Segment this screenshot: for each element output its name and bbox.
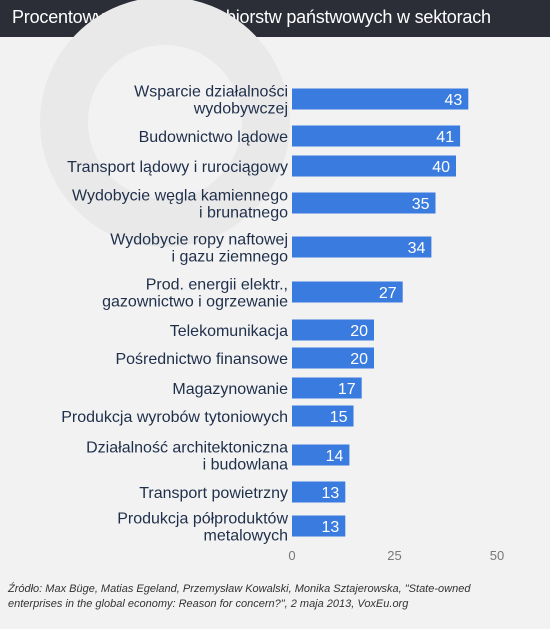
category-label-line: metalowych (204, 528, 288, 545)
category-label-line: i brunatnego (199, 205, 288, 222)
category-label: Pośrednictwo finansowe (115, 351, 288, 368)
category-label-line: Wsparcie działalności (134, 84, 288, 101)
bar-value-label: 43 (445, 92, 463, 109)
x-tick-label: 50 (490, 548, 504, 563)
bar-value-label: 20 (350, 351, 368, 368)
bar (292, 481, 346, 503)
bar-value-label: 35 (412, 196, 430, 213)
bar-value-label: 27 (379, 285, 397, 302)
bar-value-label: 13 (322, 485, 340, 502)
bar (292, 192, 436, 214)
category-label: Prod. energii elektr., gazownictwo i ogrz… (102, 277, 288, 311)
bar-value-label: 34 (408, 240, 426, 257)
bar (292, 155, 456, 177)
x-tick-label: 0 (288, 548, 295, 563)
category-label-line: i budowlana (203, 457, 289, 474)
category-label-line: gazownictwo i ogrzewanie (102, 294, 288, 311)
bar-value-label: 15 (330, 409, 348, 426)
category-label-line: Działalność architektoniczna (86, 440, 288, 457)
bar (292, 444, 350, 466)
x-tick-label: 25 (387, 548, 401, 563)
category-label: Budownictwo lądowe (139, 129, 289, 146)
bar-value-label: 41 (436, 129, 454, 146)
category-label-line: Telekomunikacja (170, 323, 288, 340)
category-label-line: wydobywczej (193, 101, 288, 118)
bar (292, 125, 461, 147)
category-label-line: Wydobycie węgla kamiennego (72, 188, 288, 205)
category-label: Magazynowanie (172, 381, 288, 398)
bar (292, 377, 362, 399)
category-label: Transport powietrzny (139, 485, 288, 502)
bar (292, 88, 469, 110)
category-label: Działalność architektoniczna i budowlana (86, 440, 288, 474)
source-line-2: enterprises in the global economy: Reaso… (8, 598, 409, 610)
category-label: Produkcja półproduktów metalowych (117, 511, 288, 545)
bar-value-label: 13 (322, 519, 340, 536)
bar (292, 319, 374, 341)
bar (292, 347, 374, 369)
category-label-line: Transport powietrzny (139, 485, 288, 502)
category-label: Wydobycie ropy naftowej i gazu ziemnego (110, 232, 288, 266)
category-label-line: i gazu ziemnego (171, 249, 288, 266)
source-line-1: Źródło: Max Büge, Matias Egeland, Przemy… (8, 583, 471, 595)
category-label: Wsparcie działalności wydobywczej (134, 84, 288, 118)
bar-value-label: 14 (326, 448, 344, 465)
category-label-line: Produkcja wyrobów tytoniowych (61, 409, 288, 426)
bar-value-label: 20 (350, 323, 368, 340)
category-label: Wydobycie węgla kamiennego i brunatnego (72, 188, 288, 222)
category-label-line: Pośrednictwo finansowe (115, 351, 288, 368)
bar (292, 405, 354, 427)
category-label-line: Transport lądowy i rurociągowy (67, 159, 288, 176)
category-label: Transport lądowy i rurociągowy (67, 159, 288, 176)
category-label-line: Produkcja półproduktów (117, 511, 288, 528)
bar-value-label: 17 (338, 381, 356, 398)
bar (292, 515, 346, 537)
category-label: Produkcja wyrobów tytoniowych (61, 409, 288, 426)
category-label: Telekomunikacja (170, 323, 288, 340)
bar-value-label: 40 (432, 159, 450, 176)
bar (292, 281, 403, 303)
category-label-line: Budownictwo lądowe (139, 129, 289, 146)
category-label-line: Prod. energii elektr., (146, 277, 288, 294)
source-note: Źródło: Max Büge, Matias Egeland, Przemy… (8, 582, 528, 612)
category-label-line: Wydobycie ropy naftowej (110, 232, 288, 249)
bar (292, 236, 432, 258)
category-label-line: Magazynowanie (172, 381, 288, 398)
